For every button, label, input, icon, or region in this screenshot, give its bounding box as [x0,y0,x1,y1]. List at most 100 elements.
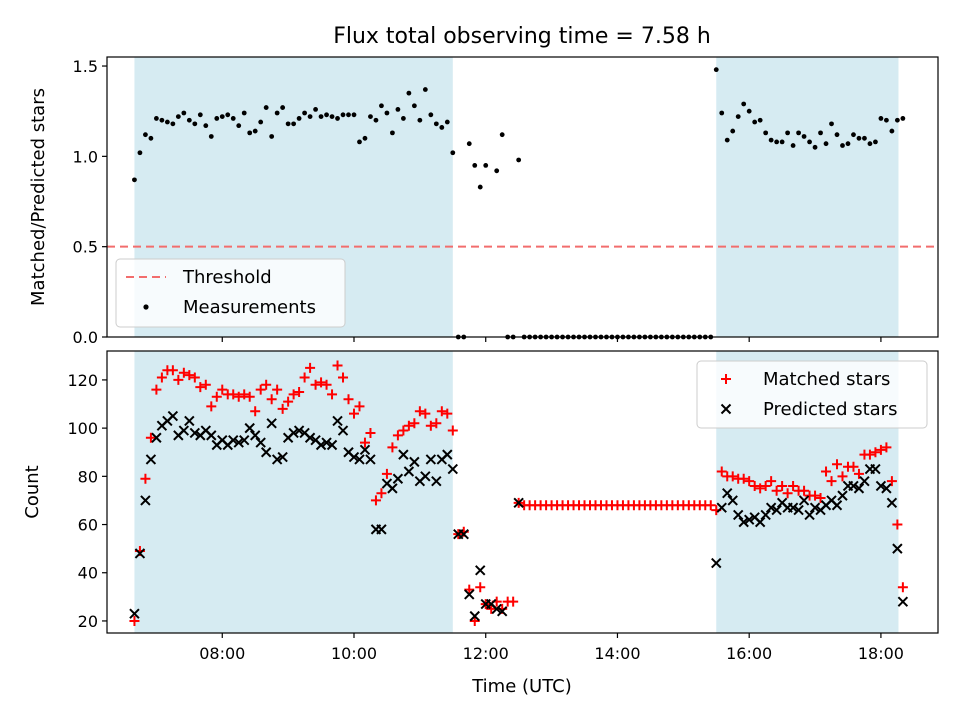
measurement-point [197,112,203,118]
matched-star-point [826,476,837,487]
matched-star-point [206,401,217,412]
measurement-point [428,112,434,118]
predicted-star-point [793,504,804,516]
measurement-point [368,114,373,120]
measurement-point [400,116,406,121]
matched-star-point [469,615,480,626]
measurement-point [186,117,192,123]
measurement-point [894,117,900,123]
predicted-star-point [244,422,255,434]
matched-star-point [266,394,277,405]
measurement-point [137,150,143,156]
matched-star-point [436,406,447,417]
bottom-y-tick-label: 20 [78,612,98,631]
measurement-point [236,123,242,129]
predicted-star-point [233,437,244,448]
matched-star-point [810,490,821,501]
measurement-point [274,110,280,116]
predicted-star-point [831,500,843,511]
measurement-point [477,184,483,190]
matched-star-point [837,471,848,482]
matched-star-point [376,488,387,499]
measurement-point [834,132,840,138]
matched-star-point [464,584,475,595]
matched-star-point [283,396,294,407]
predicted-star-point [442,449,453,460]
predicted-star-point [398,449,409,460]
measurement-point [741,101,747,107]
predicted-star-point [743,514,755,525]
matched-star-point [398,425,409,436]
predicted-star-point [271,454,283,465]
measurement-point [175,114,181,120]
measurement-point [285,121,291,127]
measurement-point [291,121,297,127]
bottom-chart-legend: Matched stars Predicted stars [696,360,928,429]
matched-star-point [749,480,760,491]
predicted-star-point [189,427,201,439]
measurement-point [362,135,368,141]
predicted-star-point [771,504,782,516]
predicted-star-point [754,516,766,528]
predicted-star-point [469,610,480,622]
predicted-star-point [249,430,261,441]
measurement-point [444,119,450,125]
matched-star-point [414,406,425,417]
measurement-point [329,114,335,120]
measurement-point [390,130,395,136]
matched-star-point [875,444,886,455]
legend-measurement-label: Measurements [183,297,316,318]
matched-star-point [228,389,239,400]
predicted-star-point [239,434,250,446]
matched-star-point [145,432,156,443]
matched-star-point [777,480,788,491]
measurement-point [170,121,176,127]
matched-star-point [178,367,189,378]
matched-star-point [370,495,381,506]
predicted-star-point [255,437,266,448]
matched-star-point [261,379,272,390]
measurement-point [411,103,417,109]
matched-star-point [431,418,442,429]
bottom-series-0 [129,360,908,626]
bottom-y-tick-label: 120 [67,371,98,390]
measurement-point [774,139,780,145]
predicted-star-point [332,415,343,427]
x-tick-label: 10:00 [331,644,377,663]
measurement-point [181,110,187,116]
predicted-star-point [727,495,738,506]
predicted-star-point [348,451,360,463]
matched-star-point [508,596,519,607]
measurement-point [351,112,357,118]
measurement-point [335,116,340,121]
matched-star-point [821,466,832,477]
matched-star-point [173,374,184,385]
measurement-point [884,117,889,123]
predicted-star-point [376,524,387,535]
predicted-star-point [392,473,404,484]
measurement-point [746,108,752,114]
matched-star-point [788,480,799,491]
matched-star-point [151,384,162,395]
bottom-axes-frame [106,350,939,634]
matched-star-point [255,384,266,395]
matched-star-point [420,408,431,419]
measurement-point [472,162,478,168]
measurement-point [796,130,801,136]
predicted-star-point [765,502,777,513]
matched-star-point [832,459,843,470]
matched-star-point [760,480,771,491]
matched-star-point [365,427,376,438]
legend-matched-label: Matched stars [763,369,890,390]
matched-star-point [250,406,261,417]
measurement-point [143,132,148,138]
legend-matched-swatch [721,374,731,384]
top-y-tick-label: 1.5 [73,57,98,76]
measurement-point [818,130,823,136]
matched-star-point [321,379,332,390]
matched-star-point [425,420,436,431]
matched-star-point [200,379,211,390]
measurement-point [132,177,137,183]
matched-star-point [189,372,200,383]
measurement-point [878,116,884,121]
